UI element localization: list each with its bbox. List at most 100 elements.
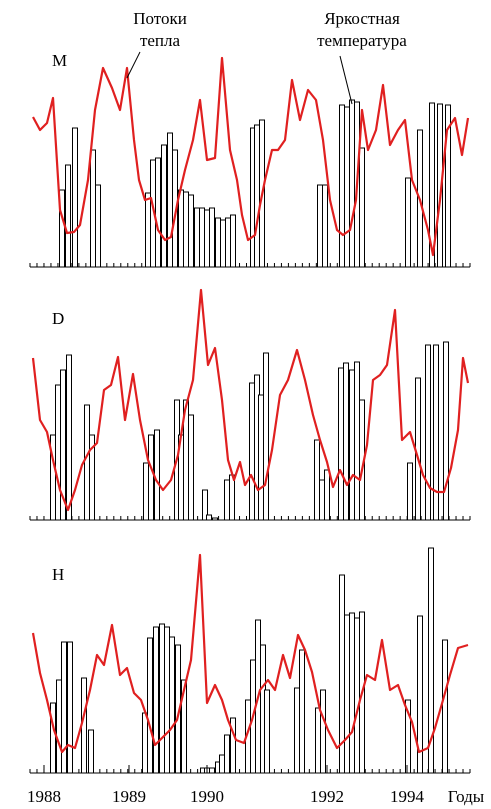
bar	[314, 439, 320, 521]
bar	[225, 217, 231, 268]
bar	[212, 517, 218, 521]
bar	[145, 192, 151, 268]
bar	[417, 615, 423, 774]
bar	[224, 734, 230, 774]
bar	[61, 641, 67, 774]
bar	[359, 147, 365, 268]
bar	[60, 369, 66, 521]
bar	[206, 514, 212, 521]
bar	[88, 729, 94, 774]
bar	[428, 547, 434, 774]
bar	[433, 344, 439, 521]
bar	[194, 207, 200, 268]
x-axis-label: Годы	[448, 787, 485, 806]
bar	[215, 217, 221, 268]
bar	[349, 99, 355, 268]
bar	[322, 184, 328, 268]
bar	[344, 614, 350, 774]
bar	[154, 429, 160, 521]
panel-label: H	[52, 565, 64, 584]
bar	[169, 636, 175, 774]
bar	[343, 362, 349, 521]
bar	[89, 434, 95, 521]
bar	[443, 341, 449, 521]
bar	[230, 214, 236, 268]
bar	[263, 352, 269, 521]
line	[31, 553, 469, 754]
bar	[407, 462, 413, 521]
bar	[188, 414, 194, 521]
bar	[181, 679, 187, 774]
bar	[249, 382, 255, 521]
bar	[220, 219, 226, 268]
panel-label: M	[52, 51, 67, 70]
annotation: Яркостная	[324, 9, 400, 28]
bar	[294, 687, 300, 774]
bar	[65, 164, 71, 268]
bar	[199, 207, 205, 268]
bar	[202, 489, 208, 521]
bar	[254, 124, 260, 268]
bar	[183, 191, 189, 268]
bar	[148, 434, 154, 521]
bar	[229, 474, 235, 521]
bar	[324, 469, 330, 521]
panel-label: D	[52, 309, 64, 328]
x-tick-label: 1994	[390, 787, 425, 806]
bar	[209, 767, 215, 774]
bar	[338, 367, 344, 521]
bar	[445, 104, 451, 268]
bar	[442, 639, 448, 774]
bar	[143, 462, 149, 521]
bar	[354, 617, 360, 774]
bar	[66, 354, 72, 521]
bar	[84, 404, 90, 521]
bar	[67, 641, 73, 774]
bar	[264, 689, 270, 774]
bar	[224, 479, 230, 521]
bar	[153, 626, 159, 774]
bar	[299, 649, 305, 774]
bar	[72, 127, 78, 268]
bar	[354, 361, 360, 521]
x-tick-label: 1989	[112, 787, 146, 806]
bar	[425, 344, 431, 521]
bar	[315, 707, 321, 774]
bar	[209, 207, 215, 268]
annotation-leader	[339, 55, 353, 105]
bar	[429, 102, 435, 268]
annotation: Потоки	[133, 9, 187, 28]
x-tick-label: 1988	[27, 787, 61, 806]
bar	[90, 149, 96, 268]
bar	[188, 194, 194, 268]
annotation: температура	[317, 31, 407, 50]
line	[32, 56, 470, 257]
bar	[319, 479, 325, 521]
bar	[405, 177, 411, 268]
bar	[147, 637, 153, 774]
bar	[405, 699, 411, 774]
bar	[155, 157, 161, 268]
x-tick-label: 1992	[310, 787, 344, 806]
annotation: тепла	[140, 31, 181, 50]
bar	[349, 369, 355, 521]
bar	[164, 626, 170, 774]
bar	[349, 612, 355, 774]
bar	[204, 209, 210, 268]
bar	[339, 104, 345, 268]
annotation-leader	[126, 51, 141, 79]
bar	[55, 384, 61, 521]
line	[31, 288, 470, 512]
bar	[317, 184, 323, 268]
bar	[344, 106, 350, 268]
bar	[95, 184, 101, 268]
bar	[219, 754, 225, 774]
bar	[142, 712, 148, 774]
bar	[159, 623, 165, 774]
x-tick-label: 1990	[190, 787, 224, 806]
bar	[167, 132, 173, 268]
bar	[178, 189, 184, 268]
bar	[50, 702, 56, 774]
bar	[161, 144, 167, 268]
